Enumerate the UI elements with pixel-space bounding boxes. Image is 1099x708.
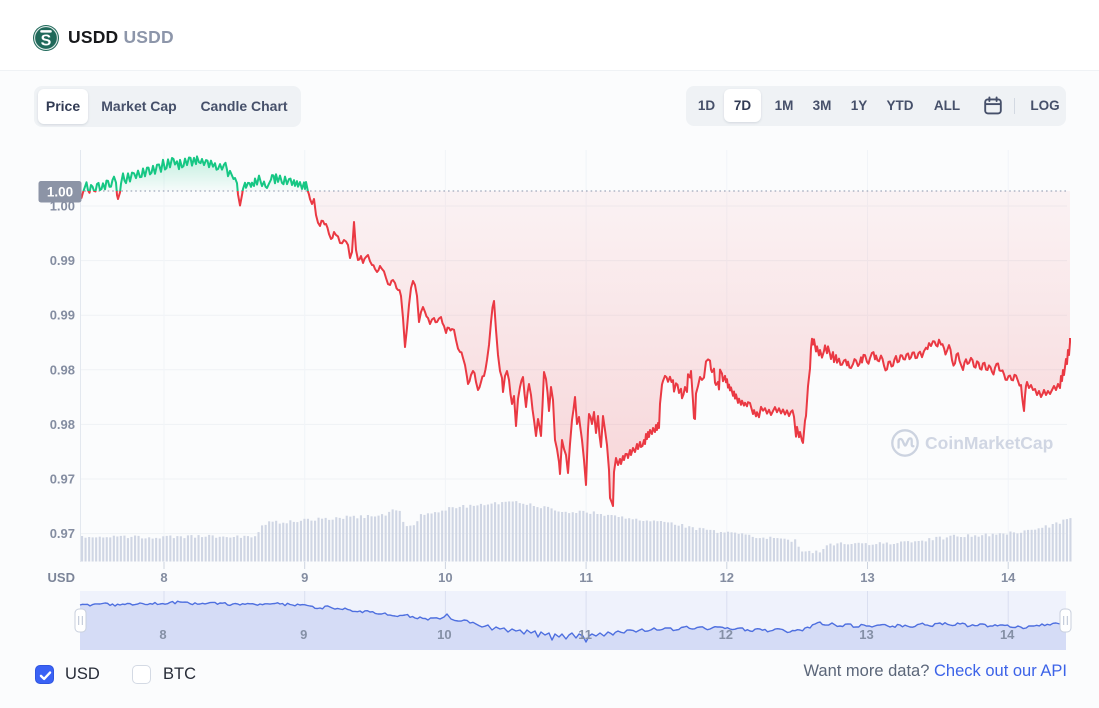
svg-text:USD: USD — [48, 570, 75, 585]
svg-text:13: 13 — [859, 627, 873, 642]
svg-text:12: 12 — [720, 570, 734, 585]
svg-text:0.97: 0.97 — [50, 526, 75, 541]
svg-text:S: S — [41, 33, 52, 50]
svg-text:0.98: 0.98 — [50, 417, 75, 432]
svg-text:14: 14 — [1000, 627, 1015, 642]
svg-text:9: 9 — [301, 570, 308, 585]
svg-text:12: 12 — [719, 627, 733, 642]
svg-text:0.99: 0.99 — [50, 253, 75, 268]
svg-text:9: 9 — [300, 627, 307, 642]
svg-text:1.00: 1.00 — [47, 185, 73, 200]
svg-text:10: 10 — [437, 627, 451, 642]
svg-text:13: 13 — [860, 570, 874, 585]
svg-text:11: 11 — [579, 570, 593, 585]
svg-text:10: 10 — [438, 570, 452, 585]
svg-text:0.99: 0.99 — [50, 308, 75, 323]
svg-text:11: 11 — [578, 627, 592, 642]
svg-text:0.97: 0.97 — [50, 472, 75, 487]
svg-text:14: 14 — [1001, 570, 1016, 585]
svg-text:CoinMarketCap: CoinMarketCap — [925, 433, 1053, 453]
svg-text:0.98: 0.98 — [50, 362, 75, 377]
svg-text:8: 8 — [160, 570, 167, 585]
svg-text:8: 8 — [159, 627, 166, 642]
